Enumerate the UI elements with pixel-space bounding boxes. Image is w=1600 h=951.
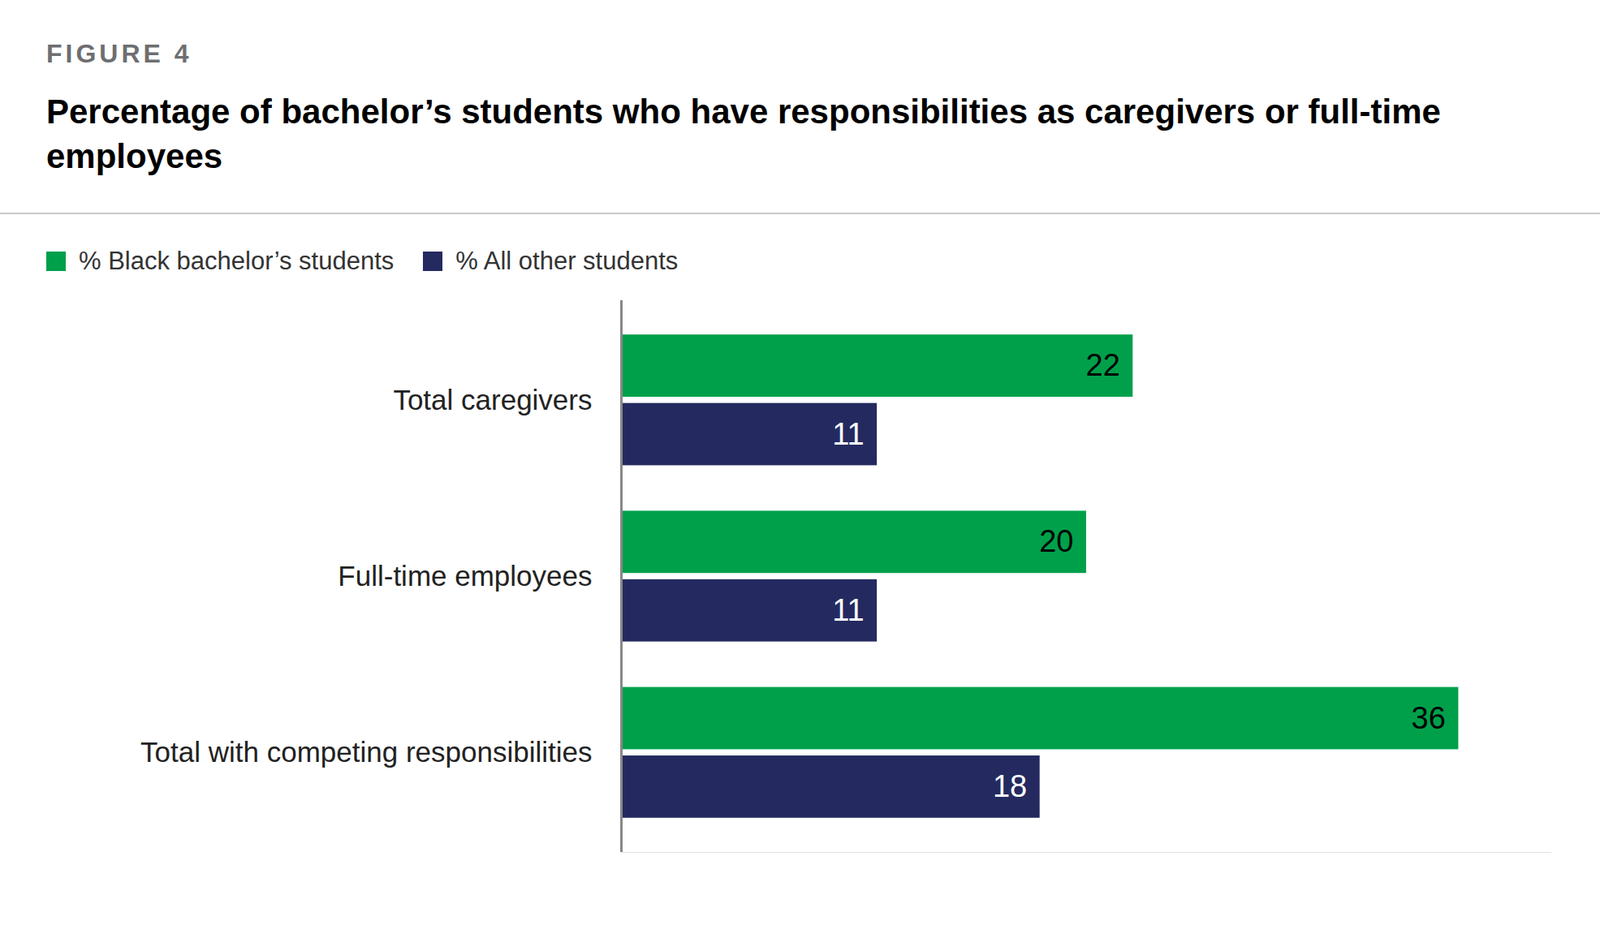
html-text:% All other students: % All other students [455, 246, 679, 276]
html-text:Percentage of bachelor’s stude: Percentage of bachelor’s students who ha… [46, 92, 1441, 176]
svg-text:Total with competing responsib: Total with competing responsibilities [140, 736, 592, 768]
svg-text:Full-time employees: Full-time employees [337, 560, 592, 592]
svg-text:18: 18 [992, 769, 1027, 804]
svg-text:11: 11 [832, 593, 864, 628]
svg-text:11: 11 [832, 417, 864, 452]
svg-text:20: 20 [1039, 525, 1074, 560]
html-text:FIGURE 4: FIGURE 4 [46, 38, 193, 69]
svg-text:22: 22 [1086, 348, 1121, 383]
svg-text:36: 36 [1411, 701, 1446, 736]
html-text:% Black bachelor’s students: % Black bachelor’s students [78, 246, 394, 276]
svg-text:Total caregivers: Total caregivers [392, 383, 592, 416]
